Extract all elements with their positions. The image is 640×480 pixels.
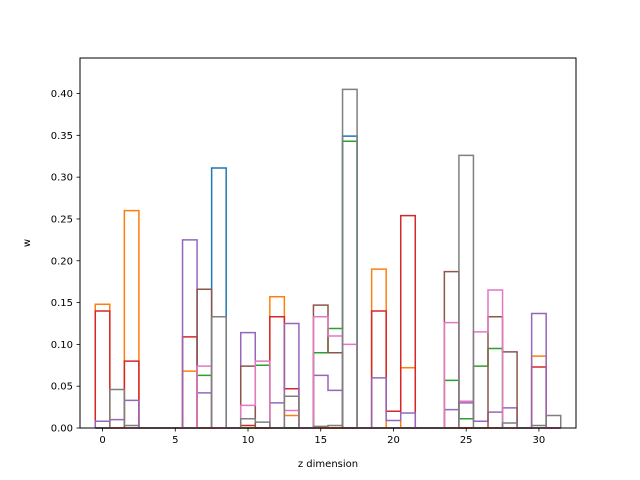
x-tick-label: 20 — [387, 435, 400, 446]
x-axis: 0 5 10 15 20 25 30 — [99, 428, 545, 446]
x-tick-label: 0 — [99, 435, 105, 446]
x-tick-label: 15 — [314, 435, 327, 446]
x-tick-label: 5 — [172, 435, 178, 446]
y-tick-label: 0.30 — [51, 173, 73, 184]
y-axis: 0.00 0.05 0.10 0.15 0.20 0.25 0.30 0.35 0.40 — [51, 89, 80, 435]
y-tick-label: 0.10 — [51, 340, 73, 351]
y-tick-label: 0.05 — [51, 382, 73, 393]
x-tick-label: 10 — [242, 435, 255, 446]
x-tick-label: 30 — [533, 435, 546, 446]
y-axis-label: w — [22, 239, 33, 247]
y-tick-label: 0.20 — [51, 256, 73, 267]
y-tick-label: 0.25 — [51, 214, 73, 225]
y-tick-label: 0.00 — [51, 424, 73, 435]
axes-frame — [79, 57, 577, 429]
x-axis-label: z dimension — [298, 459, 358, 470]
y-tick-label: 0.15 — [51, 298, 73, 309]
y-tick-label: 0.35 — [51, 131, 73, 142]
x-tick-label: 25 — [460, 435, 473, 446]
y-tick-label: 0.40 — [51, 89, 73, 100]
